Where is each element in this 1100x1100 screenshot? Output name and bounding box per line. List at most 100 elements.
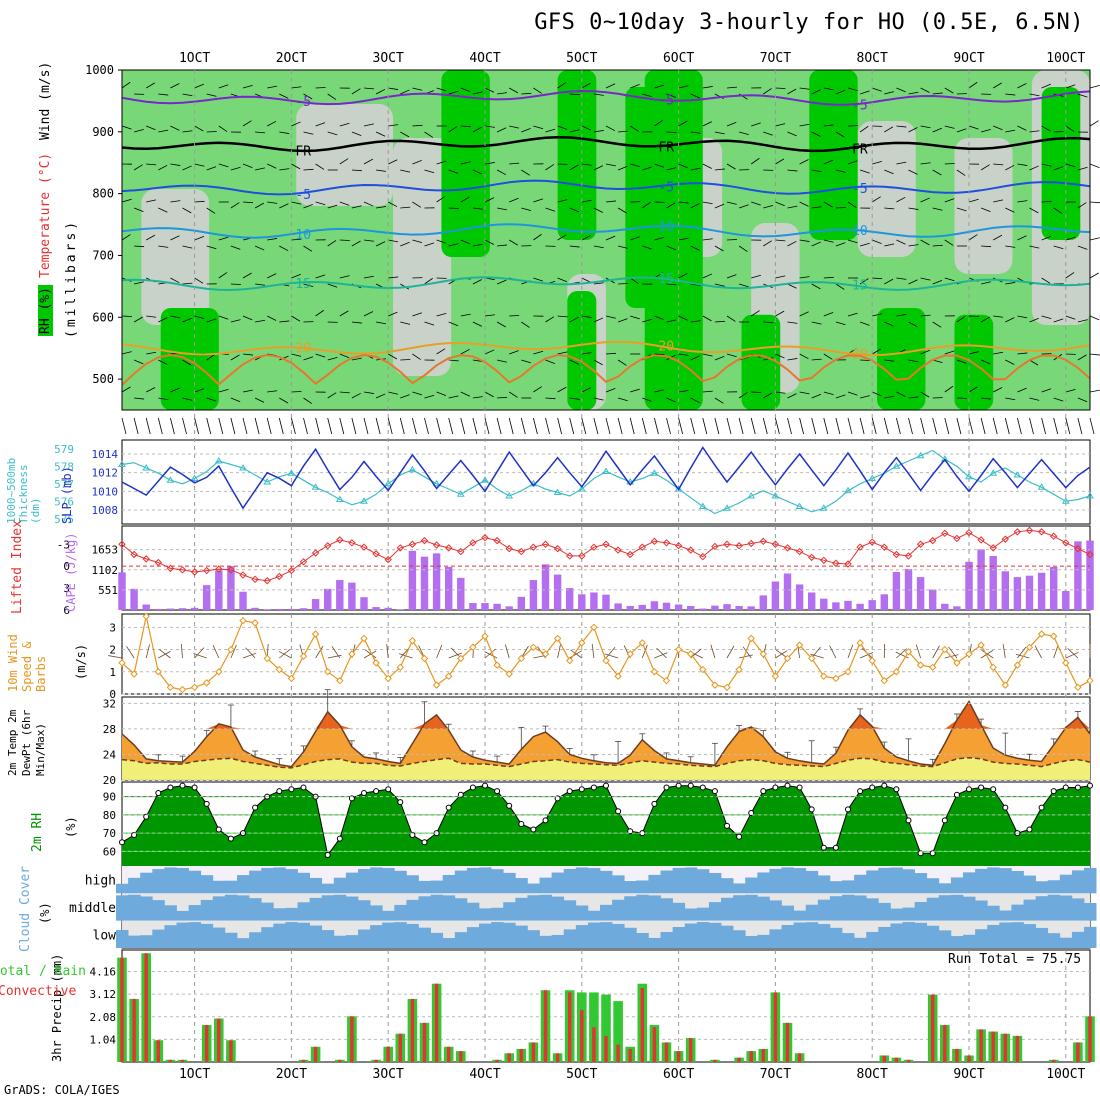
rh2m-point: [155, 789, 162, 796]
profile-wind-barb: [726, 274, 737, 279]
cloud-bar-high: [164, 867, 177, 894]
li-point: [372, 550, 380, 558]
precip-conv-bar: [459, 1051, 463, 1062]
cloud-bar-middle: [503, 902, 516, 921]
li-point: [1025, 526, 1034, 535]
cloud-bar-middle: [394, 904, 407, 921]
rh2m-point: [373, 788, 380, 795]
cloud-bar-high: [527, 883, 540, 894]
profile-temp-label: Temperature (°C): [38, 152, 53, 278]
profile-wind-barb: [170, 235, 180, 241]
profile-contour-label: FR: [658, 140, 674, 155]
profile-wind-barb: [291, 121, 301, 127]
wind10-point: [771, 672, 780, 680]
profile-wind-barb: [267, 315, 277, 321]
wind10-point: [372, 659, 380, 667]
profile-wind-barb: [1005, 245, 1016, 248]
surface-wind-barb: [157, 417, 163, 435]
rh-dry-patch: [954, 138, 1013, 274]
wind10-point: [469, 643, 477, 652]
cloud-row-label: high: [85, 874, 116, 889]
li-point: [1013, 528, 1022, 536]
profile-wind-barb: [750, 157, 760, 165]
cloud-bar-middle: [273, 908, 286, 921]
profile-wind-barb: [932, 169, 942, 176]
cape-bar: [868, 600, 876, 610]
profile-wind-barb: [412, 391, 423, 396]
wind10-barb: [450, 647, 462, 659]
profile-wind-barb: [1065, 272, 1075, 279]
cloud-bar-middle: [285, 907, 298, 921]
rh2m-point: [1062, 784, 1069, 791]
cloud-bar-high: [515, 878, 528, 894]
profile-wind-barb: [194, 236, 205, 241]
surface-wind-barb: [484, 417, 490, 435]
cloud-bar-low: [563, 929, 577, 948]
precip-total-bar: [613, 1001, 623, 1062]
time-axis-label-bottom: 2OCT: [276, 1067, 307, 1082]
profile-wind-barb: [1053, 207, 1063, 214]
profile-wind-barb: [763, 321, 774, 324]
time-axis-label-top: 8OCT: [857, 51, 888, 66]
profile-wind-barb: [738, 283, 749, 288]
cloud-bar-middle: [1023, 899, 1036, 921]
profile-contour-2: [121, 179, 1091, 196]
li-point: [868, 538, 876, 546]
profile-wind-barb: [630, 236, 640, 241]
cloud-bar-low: [696, 922, 710, 948]
wind10-point: [360, 634, 368, 643]
cloud-bar-middle: [805, 904, 819, 921]
thickness-point: [505, 492, 514, 499]
rh2m-point: [1038, 804, 1045, 811]
temp2m-tick-label: 28: [103, 723, 116, 736]
rh2m-area: [122, 785, 1090, 866]
profile-wind-barb: [968, 386, 978, 393]
profile-wind-barb: [412, 160, 422, 165]
temperature-max-area: [424, 714, 437, 729]
cloud-bar-high: [1084, 867, 1097, 894]
cloud-bar-middle: [116, 895, 129, 921]
profile-wind-barb: [291, 353, 302, 357]
profile-wind-barb: [823, 124, 834, 127]
cape-bar: [323, 588, 332, 610]
profile-wind-barb: [775, 391, 786, 394]
profile-wind-barb: [448, 321, 459, 327]
rh2m-label: 2m RH: [30, 812, 45, 852]
cloud-bar-low: [1059, 937, 1073, 948]
profile-wind-barb: [484, 349, 495, 355]
li-point: [396, 544, 405, 552]
profile-wind-barb: [678, 390, 689, 393]
profile-wind-barb: [1029, 93, 1040, 97]
rh2m-point: [772, 784, 779, 791]
cloud-bar-low: [406, 923, 419, 948]
profile-wind-barb: [388, 159, 398, 165]
surface-wind-barb: [702, 417, 708, 435]
slp-tick-label: 1010: [92, 485, 119, 498]
profile-wind-barb: [992, 82, 1002, 89]
profile-wind-barb: [811, 131, 821, 137]
wind10-barb: [327, 654, 342, 659]
li-point: [505, 544, 513, 553]
wind10-point: [275, 665, 284, 674]
profile-wind-barb: [133, 129, 144, 133]
profile-wind-barb: [484, 197, 495, 203]
li-point: [928, 536, 937, 545]
wind10-barb: [126, 646, 135, 659]
profile-wind-barb: [327, 357, 338, 361]
profile-wind-barb: [412, 239, 423, 243]
profile-wind-barb: [375, 131, 386, 137]
wind10-point: [202, 679, 211, 687]
temp2m-tick-label: 24: [103, 748, 117, 761]
cape-bar: [977, 549, 985, 610]
thickness-point: [335, 495, 344, 502]
profile-wind-barb: [218, 163, 229, 168]
profile-wind-barb: [859, 321, 870, 326]
wind10-point: [553, 634, 562, 643]
profile-wind-barb: [847, 312, 858, 317]
cloud-bar-high: [733, 883, 746, 894]
cape-bar: [783, 573, 792, 610]
profile-wind-barb: [472, 126, 482, 133]
profile-wind-barb: [557, 315, 568, 318]
surface-wind-barb: [545, 417, 550, 435]
cape-bar: [1074, 541, 1082, 610]
